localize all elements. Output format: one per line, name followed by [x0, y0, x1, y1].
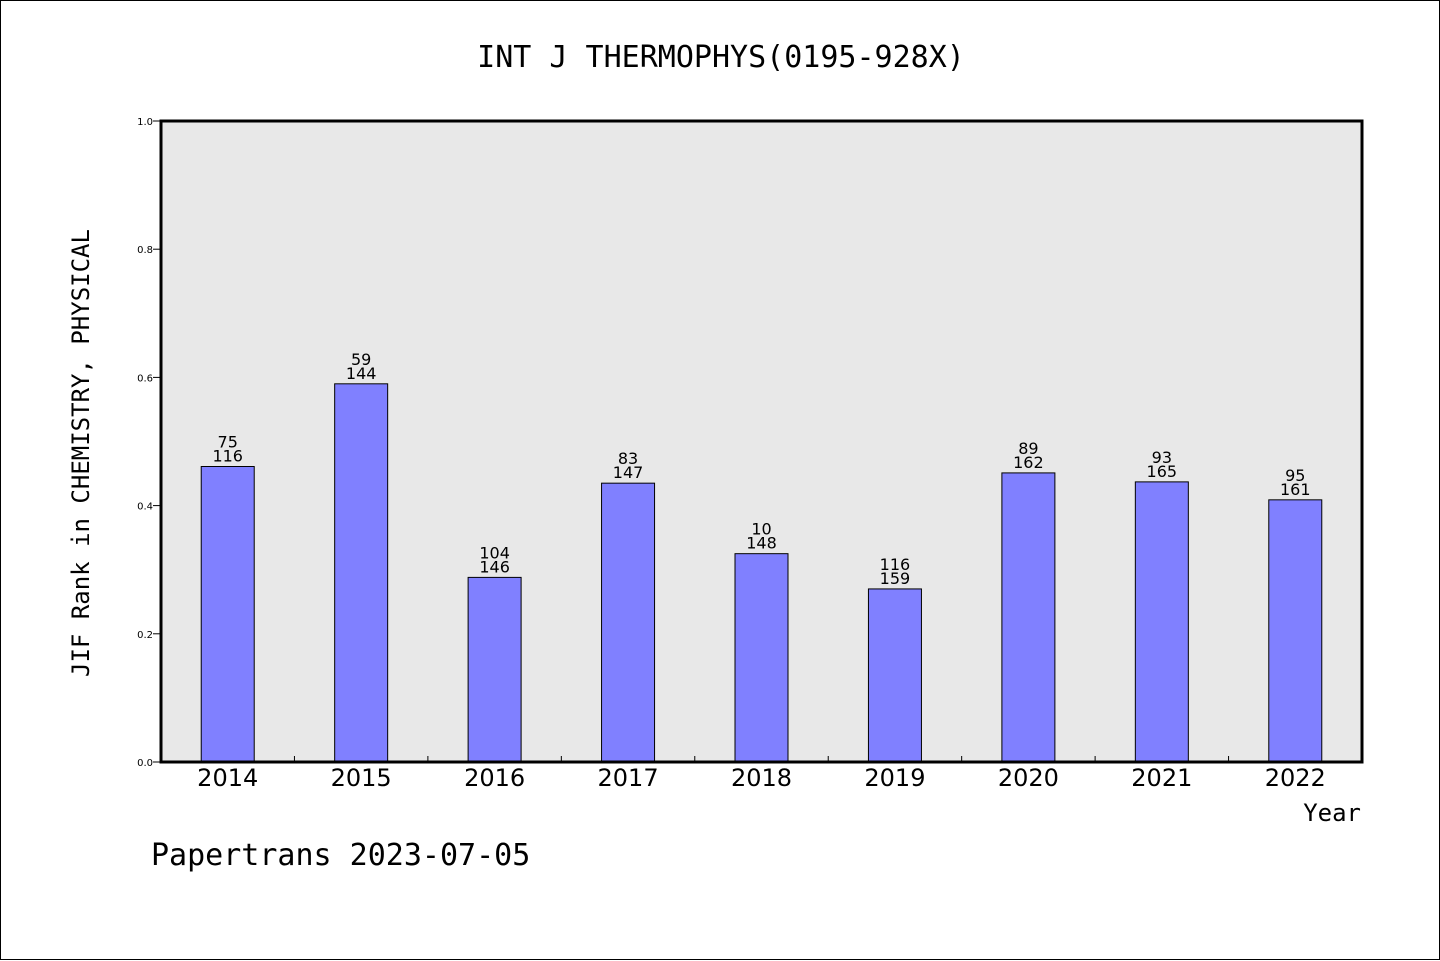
bar-2016: [467, 576, 522, 763]
bar-label-rank: 95: [1285, 466, 1305, 485]
x-tick-label: 2019: [864, 764, 925, 792]
bar-label-rank: 89: [1018, 439, 1038, 458]
x-axis-label: Year: [1303, 799, 1361, 827]
y-axis: 0.0 0.2 0.4 0.6 0.8 1.0: [137, 117, 161, 769]
plot-border: [159, 119, 1364, 764]
bar-2018: [734, 553, 789, 763]
bar-2021: [1134, 481, 1189, 763]
bar-label-total: 165: [1147, 462, 1178, 481]
x-tick-label: 2016: [464, 764, 525, 792]
x-axis: 2014 2015 2016 2017 2018 2019 2020 2021 2022: [197, 756, 1326, 792]
x-tick-label: 2015: [331, 764, 392, 792]
bar-label-rank: 59: [351, 350, 371, 369]
bar-label-rank: 116: [880, 555, 911, 574]
chart-title: INT J THERMOPHYS(0195-928X): [477, 40, 965, 75]
bar-label-rank: 75: [218, 432, 238, 451]
x-tick-label: 2018: [731, 764, 792, 792]
bars-group: [200, 383, 1323, 763]
bar-label-total: 144: [346, 364, 377, 383]
bar-label-rank: 93: [1152, 448, 1172, 467]
x-tick-label: 2021: [1131, 764, 1192, 792]
x-tick-label: 2017: [598, 764, 659, 792]
bar-2015: [334, 383, 389, 763]
bar-label-total: 116: [212, 446, 243, 465]
bar-label-total: 146: [479, 557, 510, 576]
bar-label-rank: 10: [751, 520, 771, 539]
y-tick-label: 0.4: [137, 502, 153, 513]
y-tick-label: 1.0: [137, 117, 153, 128]
y-tick-label: 0.0: [137, 758, 153, 769]
bar-label-total: 161: [1280, 480, 1311, 499]
y-tick-label: 0.2: [137, 630, 153, 641]
bar-2022: [1268, 499, 1323, 763]
bar-label-total: 162: [1013, 453, 1044, 472]
y-axis-label: JIF Rank in CHEMISTRY, PHYSICAL: [67, 229, 95, 677]
bar-2020: [1001, 472, 1056, 763]
x-tick-label: 2022: [1265, 764, 1326, 792]
bar-2019: [867, 588, 922, 763]
x-tick-label: 2014: [197, 764, 258, 792]
y-tick-label: 0.8: [137, 245, 153, 256]
x-tick-label: 2020: [998, 764, 1059, 792]
y-tick-label: 0.6: [137, 373, 153, 384]
bar-label-total: 159: [880, 569, 911, 588]
bar-label-rank: 104: [479, 543, 510, 562]
bar-label-total: 148: [746, 534, 777, 553]
bar-label-rank: 83: [618, 449, 638, 468]
bar-2014: [200, 465, 255, 763]
bar-2017: [601, 482, 656, 763]
bar-label-total: 147: [613, 463, 644, 482]
footer-stamp: Papertrans 2023-07-05: [151, 838, 530, 873]
